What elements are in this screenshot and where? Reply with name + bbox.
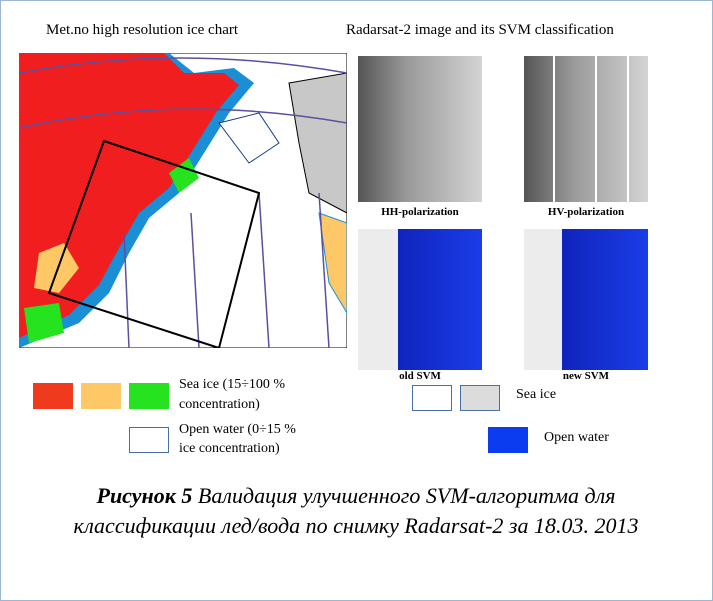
image-label: old SVM — [358, 370, 482, 382]
legend-text: Sea ice — [516, 387, 556, 403]
ice-chart-map — [19, 53, 347, 348]
right-heading: Radarsat-2 image and its SVM classificat… — [346, 22, 614, 39]
image-label: HV-polarization — [524, 206, 648, 218]
legend-swatch — [412, 385, 452, 411]
image-label: new SVM — [524, 370, 648, 382]
figure-page: Met.no high resolution ice chart Radarsa… — [0, 0, 713, 601]
legend-swatch — [129, 427, 169, 453]
legend-swatch — [129, 383, 169, 409]
left-heading: Met.no high resolution ice chart — [46, 22, 238, 39]
legend-text: concentration) — [179, 397, 260, 413]
image-label: HH-polarization — [358, 206, 482, 218]
caption-label: Рисунок 5 — [97, 483, 193, 508]
legend-text: Sea ice (15÷100 % — [179, 377, 285, 393]
legend-text: ice concentration) — [179, 441, 280, 457]
legend-swatch — [33, 383, 73, 409]
legend-swatch — [488, 427, 528, 453]
legend-text: Open water (0÷15 % — [179, 422, 296, 438]
legend-text: Open water — [544, 430, 609, 446]
legend-swatch — [460, 385, 500, 411]
figure-caption: Рисунок 5 Валидация улучшенного SVM-алго… — [61, 481, 651, 541]
legend-swatch — [81, 383, 121, 409]
